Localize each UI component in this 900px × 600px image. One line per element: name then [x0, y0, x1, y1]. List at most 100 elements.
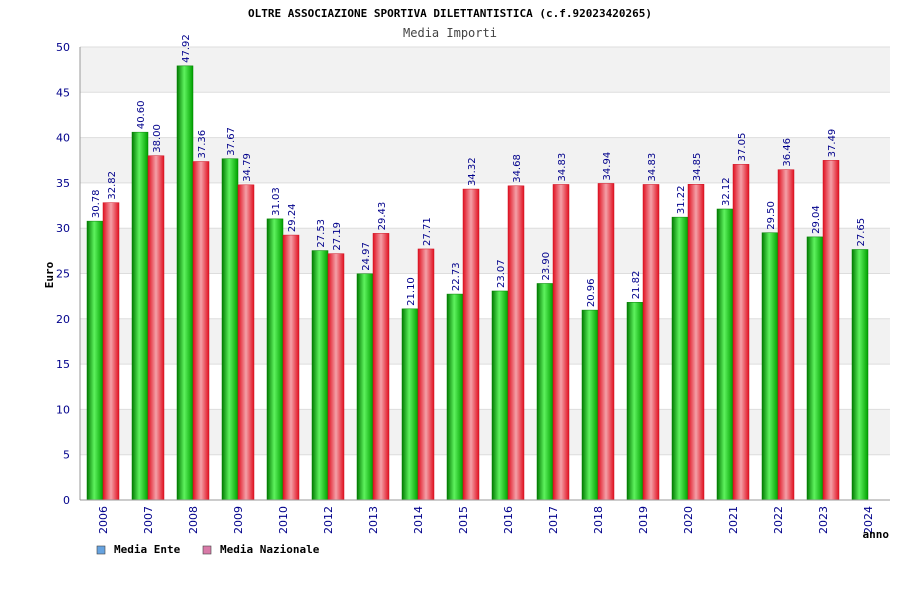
y-axis-ticks: 0 5 10 15 20 25 30 35 40 45 50	[56, 41, 70, 507]
x-tick-label: 2018	[592, 506, 605, 534]
bar-media-ente	[851, 249, 869, 501]
value-label: 34.83	[557, 153, 568, 182]
bar-media-nazionale	[597, 183, 615, 501]
y-tick-label: 45	[56, 86, 70, 99]
plot-band	[80, 47, 890, 93]
bars	[86, 65, 869, 501]
value-label: 27.53	[316, 219, 327, 248]
value-label: 38.00	[152, 124, 163, 153]
value-label: 23.90	[541, 252, 552, 281]
bar-media-ente	[491, 290, 509, 501]
legend-swatch-media-nazionale	[202, 545, 212, 555]
value-label: 37.36	[197, 130, 208, 159]
legend-swatch-media-ente	[96, 545, 106, 555]
x-axis-title: anno	[863, 528, 890, 541]
plot-band	[80, 182, 890, 229]
bar-media-nazionale	[192, 161, 210, 501]
y-tick-label: 10	[56, 403, 70, 416]
bar-media-nazionale	[732, 164, 750, 501]
y-tick-label: 5	[63, 449, 70, 462]
bar-media-ente	[716, 208, 734, 501]
x-tick-label: 2012	[322, 506, 335, 534]
x-axis-ticks: 2006 2007 2008 2009 2010 2012 2013 2014 2015 2016…	[97, 506, 875, 534]
chart-title: OLTRE ASSOCIAZIONE SPORTIVA DILETTANTIST…	[248, 7, 652, 20]
bar-media-ente	[176, 65, 194, 501]
y-tick-label: 15	[56, 358, 70, 371]
bar-media-nazionale	[687, 184, 705, 501]
chart-subtitle: Media Importi	[403, 26, 497, 40]
value-label: 29.04	[811, 205, 822, 234]
bar-media-nazionale	[642, 184, 660, 501]
bar-media-ente	[806, 236, 824, 501]
x-tick-label: 2019	[637, 506, 650, 534]
value-label: 27.19	[332, 222, 343, 251]
legend-label-media-nazionale: Media Nazionale	[220, 543, 320, 556]
bar-media-nazionale	[237, 184, 255, 501]
x-tick-label: 2006	[97, 506, 110, 534]
bar-media-nazionale	[507, 185, 525, 501]
bar-media-nazionale	[552, 184, 570, 501]
plot-band	[80, 454, 890, 500]
plot-band	[80, 409, 890, 455]
bar-media-nazionale	[777, 169, 795, 501]
bar-media-ente	[626, 302, 644, 501]
x-tick-label: 2023	[817, 506, 830, 534]
x-tick-label: 2013	[367, 506, 380, 534]
value-label: 20.96	[586, 278, 597, 307]
y-tick-label: 25	[56, 268, 70, 281]
x-tick-label: 2016	[502, 506, 515, 534]
value-label: 29.43	[377, 202, 388, 231]
x-tick-label: 2020	[682, 506, 695, 534]
x-tick-label: 2022	[772, 506, 785, 534]
y-tick-label: 50	[56, 41, 70, 54]
y-tick-label: 30	[56, 222, 70, 235]
value-label: 29.24	[287, 203, 298, 232]
x-tick-label: 2009	[232, 506, 245, 534]
value-labels: 30.78 32.82 40.60 38.00 47.92 37.36 37.67 34.79…	[91, 34, 867, 307]
bar-media-ente	[536, 283, 554, 501]
x-tick-label: 2017	[547, 506, 560, 534]
value-label: 23.07	[496, 259, 507, 288]
value-label: 32.82	[107, 171, 118, 200]
bar-media-ente	[221, 158, 239, 501]
bar-media-ente	[671, 216, 689, 501]
plot-band	[80, 318, 890, 365]
bar-media-nazionale	[417, 248, 435, 501]
plot-band	[80, 273, 890, 319]
value-label: 32.12	[721, 177, 732, 206]
value-label: 34.83	[647, 153, 658, 182]
bar-media-ente	[266, 218, 284, 501]
bar-media-ente	[86, 220, 104, 501]
value-label: 37.49	[827, 129, 838, 158]
value-label: 37.05	[737, 133, 748, 162]
x-tick-label: 2021	[727, 506, 740, 534]
bar-media-ente	[446, 293, 464, 501]
bar-media-ente	[356, 273, 374, 501]
x-tick-label: 2015	[457, 506, 470, 534]
bar-media-nazionale	[147, 155, 165, 501]
y-tick-label: 0	[63, 494, 70, 507]
plot-band	[80, 137, 890, 183]
value-label: 34.79	[242, 153, 253, 182]
bar-media-ente	[581, 309, 599, 501]
value-label: 36.46	[782, 138, 793, 167]
value-label: 37.67	[226, 127, 237, 156]
value-label: 21.82	[631, 271, 642, 300]
x-tick-label: 2008	[187, 506, 200, 534]
value-label: 31.03	[271, 187, 282, 216]
bar-media-ente	[131, 131, 149, 501]
value-label: 27.71	[422, 217, 433, 246]
value-label: 34.85	[692, 153, 703, 182]
bar-media-nazionale	[372, 233, 390, 501]
value-label: 24.97	[361, 242, 372, 271]
value-label: 29.50	[766, 201, 777, 230]
bar-media-nazionale	[282, 234, 300, 501]
value-label: 47.92	[181, 34, 192, 63]
bar-media-ente	[401, 308, 419, 501]
plot-band	[80, 228, 890, 274]
x-tick-label: 2014	[412, 506, 425, 534]
plot-band	[80, 364, 890, 410]
value-label: 31.22	[676, 186, 687, 215]
value-label: 27.65	[856, 218, 867, 247]
